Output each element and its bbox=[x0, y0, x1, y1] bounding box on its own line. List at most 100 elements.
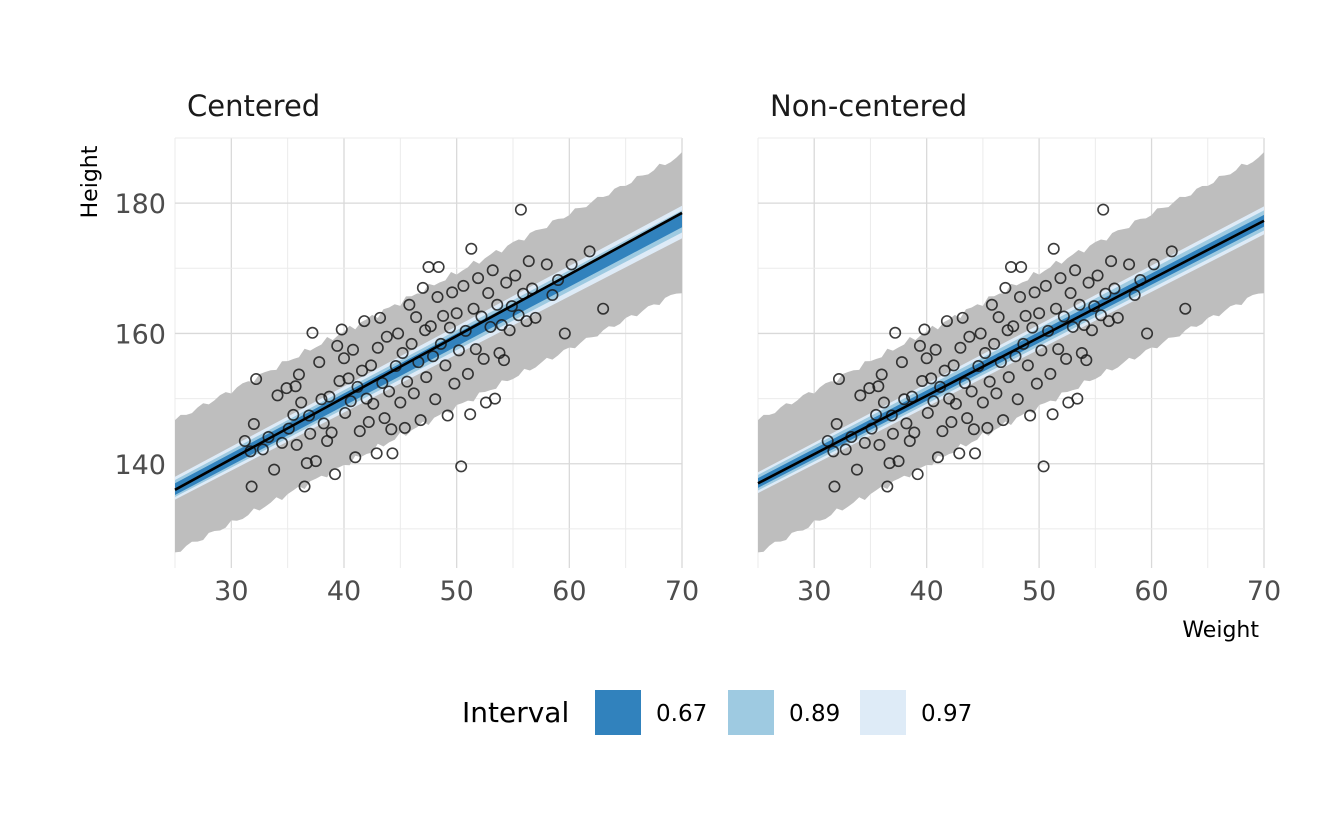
data-point bbox=[323, 390, 336, 403]
x-tick-label: 70 bbox=[1247, 576, 1281, 607]
data-point bbox=[378, 412, 391, 425]
data-point bbox=[1046, 408, 1059, 421]
data-point bbox=[486, 264, 499, 277]
data-point bbox=[247, 418, 260, 431]
data-point bbox=[457, 279, 470, 292]
data-point bbox=[298, 480, 311, 493]
data-point bbox=[491, 298, 504, 311]
data-point bbox=[414, 414, 427, 427]
legend-swatch-067 bbox=[595, 690, 641, 735]
data-point bbox=[529, 311, 542, 324]
data-point bbox=[317, 417, 330, 430]
data-point bbox=[287, 408, 300, 421]
data-point bbox=[597, 302, 610, 315]
data-point bbox=[997, 414, 1010, 427]
data-point bbox=[1004, 260, 1017, 273]
data-point bbox=[1064, 287, 1077, 300]
data-point bbox=[1030, 377, 1043, 390]
data-point bbox=[1011, 393, 1024, 406]
panel-centered: Centered 30 40 50 60 70 140 160 180 bbox=[114, 89, 699, 607]
x-tick-label: 40 bbox=[327, 576, 361, 607]
data-point bbox=[464, 408, 477, 421]
data-point bbox=[1179, 302, 1192, 315]
data-point bbox=[540, 258, 553, 271]
data-point bbox=[446, 286, 459, 299]
data-point bbox=[911, 468, 924, 481]
data-point bbox=[1024, 409, 1037, 422]
y-axis-title: Height bbox=[78, 145, 103, 218]
data-point bbox=[396, 346, 409, 359]
data-point bbox=[873, 438, 886, 451]
panel-title-centered: Centered bbox=[187, 89, 320, 123]
x-tick-label: 50 bbox=[439, 576, 473, 607]
data-point bbox=[1007, 320, 1020, 333]
data-point bbox=[365, 359, 378, 372]
data-point bbox=[1047, 242, 1060, 255]
data-point bbox=[335, 323, 348, 336]
data-point bbox=[450, 307, 463, 320]
data-point bbox=[988, 337, 1001, 350]
data-point bbox=[1019, 309, 1032, 322]
data-point bbox=[1039, 279, 1052, 292]
data-point bbox=[1111, 311, 1124, 324]
data-point bbox=[374, 311, 387, 324]
data-points bbox=[238, 203, 610, 493]
data-point bbox=[949, 397, 962, 410]
regression-line bbox=[757, 219, 1265, 485]
data-point bbox=[1028, 286, 1041, 299]
data-point bbox=[830, 418, 843, 431]
data-point bbox=[1060, 352, 1073, 365]
data-point bbox=[416, 281, 429, 294]
data-point bbox=[1091, 269, 1104, 282]
legend-label-067: 0.67 bbox=[656, 701, 707, 727]
data-point bbox=[961, 412, 974, 425]
legend-label-097: 0.97 bbox=[921, 701, 972, 727]
data-point bbox=[1044, 367, 1057, 380]
y-tick-label: 160 bbox=[114, 319, 166, 350]
data-point bbox=[974, 327, 987, 340]
data-point bbox=[407, 387, 420, 400]
data-point bbox=[981, 421, 994, 434]
data-point bbox=[1054, 272, 1067, 285]
data-point bbox=[358, 315, 371, 328]
data-point bbox=[552, 274, 565, 287]
data-point bbox=[477, 352, 490, 365]
data-point bbox=[1037, 460, 1050, 473]
data-point bbox=[500, 276, 513, 289]
data-point bbox=[1108, 282, 1121, 295]
data-point bbox=[546, 289, 559, 302]
data-point bbox=[282, 422, 295, 435]
data-point bbox=[353, 425, 366, 438]
data-point bbox=[300, 457, 313, 470]
data-point bbox=[437, 309, 450, 322]
data-point bbox=[424, 320, 437, 333]
data-point bbox=[280, 382, 293, 395]
data-point bbox=[920, 352, 933, 365]
data-point bbox=[344, 395, 357, 408]
data-point bbox=[331, 339, 344, 352]
data-point bbox=[1080, 354, 1093, 367]
data-point bbox=[328, 468, 341, 481]
data-point bbox=[900, 417, 913, 430]
data-point bbox=[954, 341, 967, 354]
data-point bbox=[420, 371, 433, 384]
data-point bbox=[386, 447, 399, 460]
data-point bbox=[1123, 258, 1136, 271]
data-point bbox=[472, 272, 485, 285]
data-point bbox=[1026, 321, 1039, 334]
data-point bbox=[908, 426, 921, 439]
data-point bbox=[1085, 324, 1098, 337]
data-point bbox=[1002, 371, 1015, 384]
data-point bbox=[883, 457, 896, 470]
data-point bbox=[304, 427, 317, 440]
data-point bbox=[913, 339, 926, 352]
data-point bbox=[1073, 298, 1086, 311]
x-axis-title: Weight bbox=[1182, 618, 1259, 643]
data-point bbox=[452, 344, 465, 357]
data-point bbox=[906, 390, 919, 403]
legend-title: Interval bbox=[462, 696, 569, 729]
data-point bbox=[313, 356, 326, 369]
data-point bbox=[245, 480, 258, 493]
x-tick-label: 40 bbox=[909, 576, 943, 607]
